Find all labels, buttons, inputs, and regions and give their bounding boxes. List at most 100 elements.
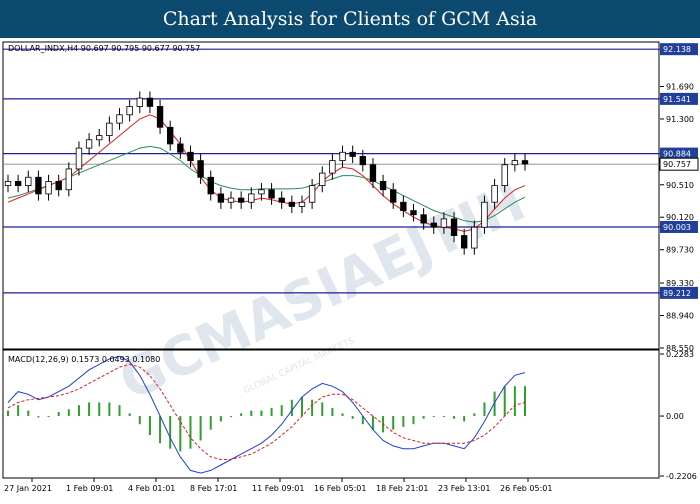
price-tick-label: 91.690 — [666, 82, 694, 91]
candle-body — [167, 126, 174, 145]
candle-body — [410, 210, 417, 216]
time-tick-label: 4 Feb 01:01 — [128, 484, 175, 493]
candle-body — [359, 156, 366, 166]
candle-body — [227, 197, 235, 203]
macd-histogram-bar — [422, 416, 425, 419]
level-label-bg — [660, 286, 698, 299]
candle-body — [450, 218, 458, 236]
macd-histogram-bar — [392, 416, 395, 430]
macd-panel-frame — [2, 349, 660, 479]
candle-body — [440, 218, 448, 228]
level-label: 90.003 — [663, 223, 691, 232]
candle-body — [339, 151, 346, 162]
macd-histogram-bar — [453, 416, 456, 419]
ma-slow-line — [7, 145, 526, 223]
level-label-bg — [660, 147, 698, 160]
price-tick-label: 89.730 — [666, 246, 694, 255]
candle-body — [197, 160, 204, 178]
macd-histogram-bar — [118, 405, 121, 417]
candle-body — [430, 222, 437, 228]
candle-body — [491, 185, 498, 203]
candle-body — [146, 97, 154, 107]
candle-body — [14, 181, 22, 186]
macd-histogram-bar — [159, 416, 162, 444]
price-tick-label: 91.300 — [666, 115, 694, 124]
watermark: GCMASIAEJTIH — [110, 170, 535, 413]
macd-histogram-bar — [503, 386, 506, 417]
macd-histogram-bar — [321, 402, 324, 417]
time-tick-label: 16 Feb 05:01 — [314, 484, 366, 493]
chart-area: GCMASIAEJTIH GLOBAL CAPITAL MARKETS 91.6… — [0, 38, 700, 500]
time-tick-label: 18 Feb 21:01 — [376, 484, 428, 493]
macd-histogram-bar — [67, 409, 70, 417]
candle-body — [501, 164, 508, 186]
candle-body — [4, 181, 12, 186]
macd-histogram-bar — [27, 410, 30, 417]
candle-body — [390, 189, 397, 203]
macd-histogram-bar — [463, 416, 466, 422]
price-tick-label: 88.940 — [666, 312, 694, 321]
candle-body — [55, 181, 62, 191]
ma-fast-line — [7, 114, 526, 232]
candle-body — [35, 176, 42, 195]
level-label: 91.541 — [663, 95, 691, 104]
current-price-label: 90.757 — [663, 160, 691, 169]
level-label-bg — [660, 92, 698, 105]
candle-body — [187, 151, 194, 162]
macd-histogram-bar — [412, 416, 415, 425]
candle-body — [177, 143, 184, 153]
candle-body — [45, 181, 52, 195]
candle-body — [136, 97, 143, 107]
candle-body — [298, 201, 306, 207]
macd-histogram-bar — [57, 411, 60, 417]
candle-body — [96, 135, 103, 141]
time-tick-label: 1 Feb 09:01 — [66, 484, 113, 493]
candle-body — [400, 201, 407, 211]
main-panel-frame — [2, 41, 660, 350]
macd-histogram-bar — [371, 416, 374, 430]
macd-histogram-bar — [240, 413, 243, 417]
macd-histogram-bar — [98, 402, 101, 417]
macd-histogram-bar — [169, 416, 172, 449]
macd-histogram-bar — [432, 416, 435, 418]
time-tick-label: 8 Feb 17:01 — [190, 484, 237, 493]
macd-histogram-bar — [442, 416, 445, 418]
macd-histogram-bar — [230, 416, 233, 418]
macd-signal-line — [7, 363, 526, 460]
candle-body — [75, 147, 83, 170]
macd-histogram-bar — [88, 402, 91, 417]
macd-histogram-bar — [361, 416, 364, 425]
candle-body — [460, 235, 468, 249]
current-price-label-bg — [659, 157, 699, 171]
macd-panel-header: MACD(12,26,9) 0.1573 0.0493 0.1080 — [8, 355, 160, 364]
candle-body — [278, 197, 285, 203]
macd-histogram-bar — [47, 416, 50, 418]
banner-title: Chart Analysis for Clients of GCM Asia — [162, 8, 538, 30]
macd-histogram-bar — [219, 416, 222, 422]
candle-body — [369, 164, 377, 182]
macd-histogram-bar — [17, 405, 20, 417]
candle-body — [116, 114, 123, 124]
macd-histogram-bar — [209, 416, 212, 430]
candle-body — [106, 122, 113, 137]
candle-body — [521, 160, 529, 165]
macd-histogram-bar — [138, 416, 141, 425]
level-label: 89.212 — [663, 289, 691, 298]
macd-histogram-bar — [483, 402, 486, 417]
macd-histogram-bar — [148, 416, 151, 436]
axis-layer: 91.690 91.300 90.510 90.120 89.730 89.330 88.9… — [4, 43, 699, 493]
macd-histogram-bar — [402, 416, 405, 427]
candle-body — [349, 151, 356, 157]
level-label: 90.884 — [663, 150, 691, 159]
time-tick-label: 23 Feb 13:01 — [438, 484, 490, 493]
time-tick-label: 27 Jan 2021 — [4, 484, 52, 493]
candle-body — [471, 226, 478, 249]
macd-histogram-bar — [250, 410, 253, 417]
macd-histogram-bar — [513, 386, 516, 417]
candle-body — [268, 189, 275, 199]
macd-histogram-bar — [524, 386, 526, 417]
main-panel-header: DOLLAR_INDX,H4 90.697 90.795 90.677 90.7… — [8, 44, 200, 53]
candle-body — [217, 193, 225, 203]
candle-body — [258, 189, 265, 195]
macd-tick-label: 0.00 — [666, 412, 684, 421]
